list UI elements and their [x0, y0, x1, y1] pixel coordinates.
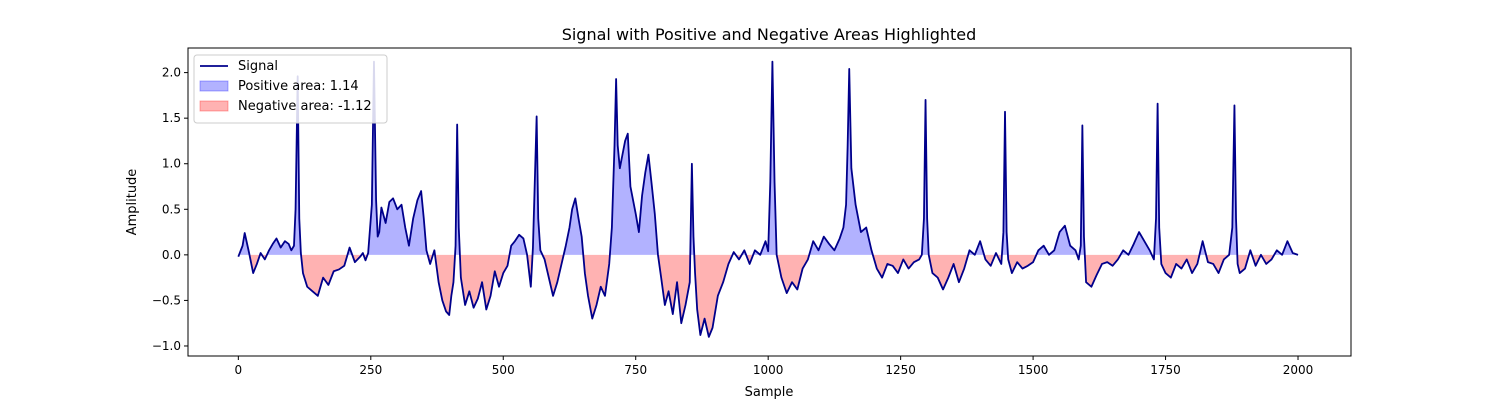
- x-axis-label: Sample: [745, 385, 794, 400]
- signal-line: [237, 60, 1299, 338]
- x-axis: 0 250 500 750 1000 1250 1500 1750 2000: [235, 356, 1314, 377]
- negative-area: [238, 254, 1275, 337]
- y-tick-label: −1.0: [152, 339, 181, 353]
- legend-patch-swatch: [199, 100, 229, 112]
- x-tick-label: 1250: [885, 363, 916, 377]
- x-tick-label: 1500: [1018, 363, 1049, 377]
- plot-area: [237, 60, 1299, 338]
- x-tick-label: 1750: [1150, 363, 1181, 377]
- y-tick-label: 2.0: [162, 66, 181, 80]
- legend-box: [193, 54, 388, 124]
- y-tick-label: 0.0: [162, 248, 181, 262]
- x-tick-label: 750: [624, 363, 647, 377]
- x-tick-label: 250: [359, 363, 382, 377]
- y-axis-label: Amplitude: [125, 169, 140, 236]
- legend-label: Signal: [238, 59, 278, 74]
- chart-title: Signal with Positive and Negative Areas …: [562, 25, 977, 44]
- y-tick-label: 0.5: [162, 202, 181, 216]
- y-tick-label: 1.0: [162, 157, 181, 171]
- plot-frame: [187, 47, 1352, 357]
- legend-label: Negative area: -1.12: [238, 99, 372, 114]
- x-tick-label: 500: [492, 363, 515, 377]
- legend-label: Positive area: 1.14: [238, 79, 359, 94]
- x-tick-label: 1000: [753, 363, 784, 377]
- legend-patch-swatch: [199, 80, 229, 92]
- y-tick-label: −0.5: [152, 293, 181, 307]
- x-tick-label: 0: [235, 363, 243, 377]
- y-tick-label: 1.5: [162, 111, 181, 125]
- y-axis: −1.0 −0.5 0.0 0.5 1.0 1.5 2.0: [152, 66, 188, 353]
- x-tick-label: 2000: [1283, 363, 1314, 377]
- legend: Signal Positive area: 1.14 Negative area: …: [193, 54, 388, 124]
